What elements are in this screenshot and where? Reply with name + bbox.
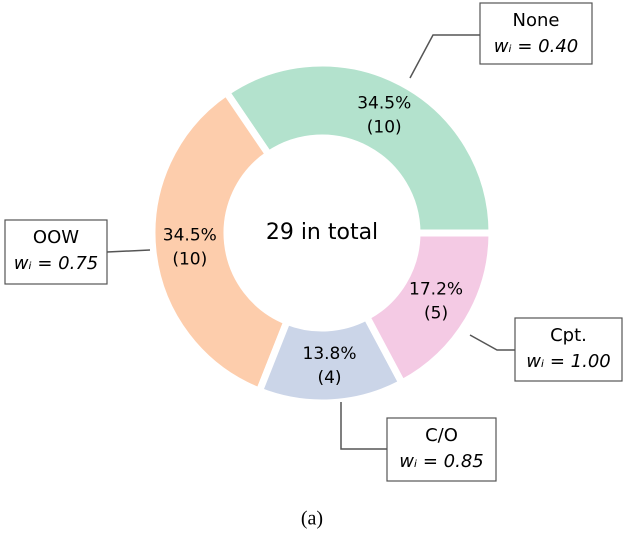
annotation-weight: wᵢ = 0.75 [14,253,99,274]
wedge [148,87,292,396]
value-label: 34.5% [357,93,411,113]
annotation-name: C/O [425,425,458,446]
count-label: (5) [424,303,448,323]
annotation-box [386,417,497,482]
annotation-box [514,317,623,382]
count-label: (4) [317,368,341,388]
leader-line [340,402,387,450]
wedge [361,229,496,388]
annotation-name: Cpt. [550,325,587,346]
wedge [221,59,496,237]
value-label: 34.5% [163,226,217,246]
leader-line [469,334,515,351]
annotation-name: None [513,10,560,31]
annotation-name: OOW [33,227,79,248]
caption: (a) [301,508,323,530]
value-label: 17.2% [409,279,463,299]
annotation-weight: wᵢ = 0.40 [494,36,579,57]
count-label: (10) [172,250,207,270]
center-text: 29 in total [266,220,378,245]
count-label: (10) [367,117,402,137]
annotation-box [4,219,108,285]
annotation-weight: wᵢ = 0.85 [399,451,484,472]
leader-line [409,34,480,79]
leader-line [106,249,151,253]
annotation-weight: wᵢ = 1.00 [526,351,611,372]
annotation-box [479,2,593,65]
value-label: 13.8% [303,344,357,364]
